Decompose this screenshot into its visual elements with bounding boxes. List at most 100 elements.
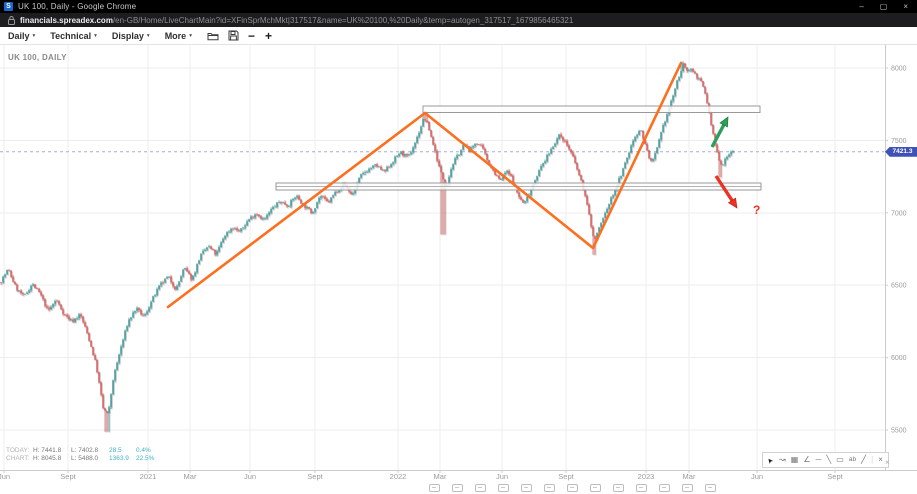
price-axis-tick-label: 6500: [891, 283, 907, 290]
chart-symbol-label: UK 100, DAILY: [8, 53, 67, 62]
time-axis-tick-label: Mar: [683, 472, 696, 481]
image-placeholder-icon: [429, 484, 440, 492]
chevron-down-icon: ▾: [146, 32, 150, 39]
zigzag-trendline: [166, 61, 683, 309]
today-change: 28.5: [109, 447, 122, 454]
url-domain: financials.spreadex.com: [20, 15, 113, 25]
price-axis-tick-label: 6000: [891, 355, 907, 362]
today-change-pct: 0.4%: [136, 447, 151, 454]
menu-more[interactable]: More ▾: [165, 31, 192, 41]
price-axis-tick-label: 7500: [891, 138, 907, 145]
pointer-tool-icon[interactable]: ➤: [766, 455, 776, 465]
today-low: L: 7402.8: [71, 447, 99, 454]
zoom-out-button[interactable]: −: [247, 28, 255, 43]
price-badge: 7421.3: [885, 146, 917, 157]
time-axis-tick-label: Sept: [558, 472, 574, 481]
close-button[interactable]: ×: [903, 2, 908, 11]
drawing-toolbar: ➤ ↝ ▦ ∠ ─ ╲ ▭ ab ╱ | ×: [762, 452, 889, 468]
menu-daily-label: Daily: [8, 30, 30, 41]
image-placeholder-icon: [705, 484, 716, 492]
image-placeholder-icon: [682, 484, 693, 492]
time-axis-tick-label: Jun: [244, 472, 256, 481]
today-stats-row: TODAY: H: 7441.8 L: 7402.8 28.5 0.4%: [6, 447, 163, 455]
axis-close-icon[interactable]: ×: [885, 458, 890, 467]
price-axis-tick-label: 8000: [891, 66, 907, 73]
image-placeholder-icon: [590, 484, 601, 492]
bullish-scenario-arrow: [710, 116, 729, 148]
text-tool-icon[interactable]: ab: [848, 456, 857, 463]
image-placeholder-icon: [659, 484, 670, 492]
time-axis-tick-label: 2023: [638, 472, 655, 481]
menu-technical-label: Technical: [50, 30, 92, 41]
axis-tick-labels: Jun Sept 2021 Mar Jun Sept 2022 Mar Jun Sept 2023 M…: [0, 66, 907, 482]
segment-tool-icon[interactable]: ╲: [826, 455, 832, 464]
url-path: /en-GB/Home/LiveChartMain?id=XFinSprMchM…: [112, 15, 574, 25]
floppy-disk-icon: [228, 30, 239, 41]
menu-daily[interactable]: Daily ▾: [8, 31, 35, 41]
time-axis-tick-label: Sept: [827, 472, 843, 481]
open-chart-button[interactable]: [207, 31, 219, 41]
time-axis-tick-label: Jun: [751, 472, 763, 481]
image-placeholder-icon: [636, 484, 647, 492]
image-placeholder-icon: [475, 484, 486, 492]
chart-stats-row: CHART: H: 8045.8 L: 5488.0 1363.9 22.5%: [6, 455, 163, 463]
image-placeholder-icon: [613, 484, 624, 492]
price-zone-box: [422, 105, 761, 113]
address-bar[interactable]: financials.spreadex.com/en-GB/Home/LiveC…: [0, 13, 917, 27]
minimize-button[interactable]: –: [859, 2, 864, 11]
menu-display[interactable]: Display ▾: [112, 31, 150, 41]
time-axis-tick-label: Mar: [434, 472, 447, 481]
grid-lines: [0, 45, 885, 470]
chart-menubar: Daily ▾ Technical ▾ Display ▾ More ▾ − +: [0, 27, 917, 45]
lock-icon: [8, 15, 15, 25]
menu-display-label: Display: [111, 30, 144, 41]
window-titlebar: S UK 100, Daily - Google Chrome – ▢ ×: [0, 0, 917, 13]
menu-more-label: More: [164, 30, 187, 41]
candlestick-chart[interactable]: ? Jun Sept 2021 Mar Jun Sept 2022 Mar Jun Sept 2023…: [0, 45, 917, 485]
today-label: TODAY:: [6, 447, 30, 454]
candlestick-series: [0, 61, 734, 432]
stats-panel: TODAY: H: 7441.8 L: 7402.8 28.5 0.4% CHA…: [6, 447, 163, 463]
folder-icon: [207, 32, 219, 40]
bearish-scenario-arrow: [714, 175, 738, 209]
chevron-down-icon: ▾: [32, 32, 36, 39]
maximize-button[interactable]: ▢: [879, 2, 888, 11]
time-axis-tick-label: Sept: [60, 472, 76, 481]
chart-label: CHART:: [6, 455, 30, 462]
price-axis-tick-label: 5500: [891, 428, 907, 435]
zoom-in-button[interactable]: +: [264, 28, 272, 43]
trendline-tool-icon[interactable]: ╱: [861, 455, 866, 464]
chart-low: L: 5488.0: [71, 455, 99, 462]
time-axis-tick-label: Jun: [496, 472, 508, 481]
chart-high: H: 8045.8: [33, 455, 62, 462]
image-placeholder-icon: [498, 484, 509, 492]
chevron-down-icon: ▾: [189, 32, 192, 39]
chart-change-pct: 22.5%: [136, 455, 155, 462]
price-axis-tick-label: 7000: [891, 210, 907, 217]
image-placeholder-icon: [567, 484, 578, 492]
time-axis-tick-label: Mar: [184, 472, 197, 481]
separator-icon: |: [871, 455, 874, 464]
today-high: H: 7441.8: [33, 447, 62, 454]
angle-tool-icon[interactable]: ∠: [803, 455, 811, 464]
close-toolbar-icon[interactable]: ×: [878, 455, 883, 464]
freehand-arrow-tool-icon[interactable]: ↝: [779, 455, 786, 464]
time-axis-tick-label: Sept: [307, 472, 323, 481]
question-mark-annotation: ?: [753, 203, 760, 217]
chart-change: 1363.9: [109, 455, 129, 462]
window-title: UK 100, Daily - Google Chrome: [18, 2, 137, 11]
chevron-down-icon: ▾: [94, 32, 97, 39]
image-placeholder-row: [429, 484, 716, 492]
time-axis-tick-label: 2021: [140, 472, 157, 481]
time-axis-tick-label: Jun: [0, 472, 10, 481]
rectangle-tool-icon[interactable]: ▭: [836, 455, 844, 464]
image-placeholder-icon: [544, 484, 555, 492]
image-placeholder-icon: [521, 484, 532, 492]
image-placeholder-icon: [452, 484, 463, 492]
save-chart-button[interactable]: [228, 30, 239, 41]
spreadex-favicon: S: [4, 2, 13, 11]
time-axis-tick-label: 2022: [390, 472, 407, 481]
grid-table-tool-icon[interactable]: ▦: [790, 455, 799, 464]
menu-technical[interactable]: Technical ▾: [50, 31, 97, 41]
horizontal-line-tool-icon[interactable]: ─: [815, 455, 822, 464]
